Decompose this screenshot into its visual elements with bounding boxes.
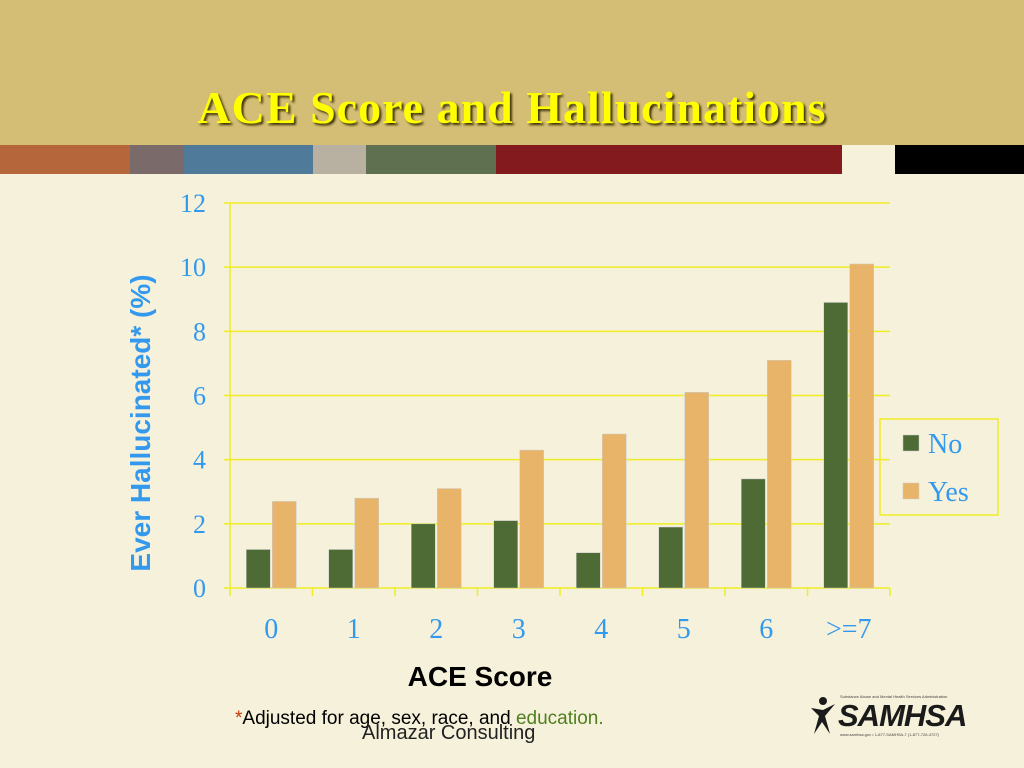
legend-label-no: No xyxy=(928,429,962,460)
bar-no xyxy=(411,523,436,589)
legend-label-yes: Yes xyxy=(928,477,969,508)
legend-swatch-yes xyxy=(902,482,920,500)
x-tick-label: 0 xyxy=(264,614,278,645)
bar-yes xyxy=(272,501,297,589)
x-tick-label: 4 xyxy=(594,614,608,645)
x-tick-label: 3 xyxy=(512,614,526,645)
y-tick-label: 8 xyxy=(193,317,206,346)
stripe-segment xyxy=(0,145,130,174)
y-tick-label: 10 xyxy=(180,253,206,282)
x-tick-label: 1 xyxy=(347,614,361,645)
y-tick-label: 0 xyxy=(193,574,206,603)
person-icon xyxy=(811,697,835,734)
legend-box xyxy=(879,418,999,516)
stripe-segment xyxy=(130,145,184,174)
y-tick-label: 4 xyxy=(193,446,206,475)
logo-name: SAMHSA xyxy=(838,698,967,733)
stripe-segment xyxy=(313,145,366,174)
bar-yes xyxy=(437,488,462,589)
bar-yes xyxy=(519,449,544,589)
title-banner: ACE Score and Hallucinations xyxy=(0,0,1024,145)
x-tick-label: >=7 xyxy=(826,614,872,645)
stripe-segment xyxy=(184,145,313,174)
y-tick-label: 2 xyxy=(193,510,206,539)
stripe-segment xyxy=(842,145,895,174)
stripe-segment xyxy=(366,145,496,174)
samhsa-logo: Substance Abuse and Mental Health Servic… xyxy=(808,692,978,740)
bar-no xyxy=(823,302,848,589)
bar-yes xyxy=(849,263,874,589)
slide-title: ACE Score and Hallucinations xyxy=(197,82,827,133)
credit-text: Almazar Consulting xyxy=(362,722,536,744)
footnote-text: Adjusted for age, sex, race, and xyxy=(242,708,516,729)
bar-no xyxy=(658,526,683,589)
bar-no xyxy=(576,552,601,589)
x-tick-label: 6 xyxy=(759,614,773,645)
y-tick-label: 12 xyxy=(180,189,206,218)
bar-yes xyxy=(354,497,379,589)
stripe-segment xyxy=(895,145,1024,174)
bar-yes xyxy=(684,392,709,589)
x-tick-label: 2 xyxy=(429,614,443,645)
logo-tagline: Substance Abuse and Mental Health Servic… xyxy=(840,694,948,699)
x-tick-label: 5 xyxy=(677,614,691,645)
footnote-star: * xyxy=(235,708,243,729)
footnote: *Adjusted for age, sex, race, and educat… xyxy=(235,708,604,730)
x-axis-label: ACE Score xyxy=(408,661,553,692)
bar-yes xyxy=(602,433,627,589)
stripe-segment xyxy=(496,145,842,174)
bar-no xyxy=(246,549,271,589)
legend-swatch-no xyxy=(902,434,920,452)
y-axis-label: Ever Hallucinated* (%) xyxy=(125,274,156,571)
footnote-highlight: education. xyxy=(515,708,604,729)
bar-no xyxy=(741,478,766,589)
logo-contact: www.samhsa.gov • 1-877-SAMHSA-7 (1-877-7… xyxy=(840,732,939,737)
bar-no xyxy=(493,520,518,589)
color-stripe xyxy=(0,145,1024,174)
y-tick-label: 6 xyxy=(193,382,206,411)
bar-no xyxy=(328,549,353,589)
bar-yes xyxy=(767,359,792,589)
